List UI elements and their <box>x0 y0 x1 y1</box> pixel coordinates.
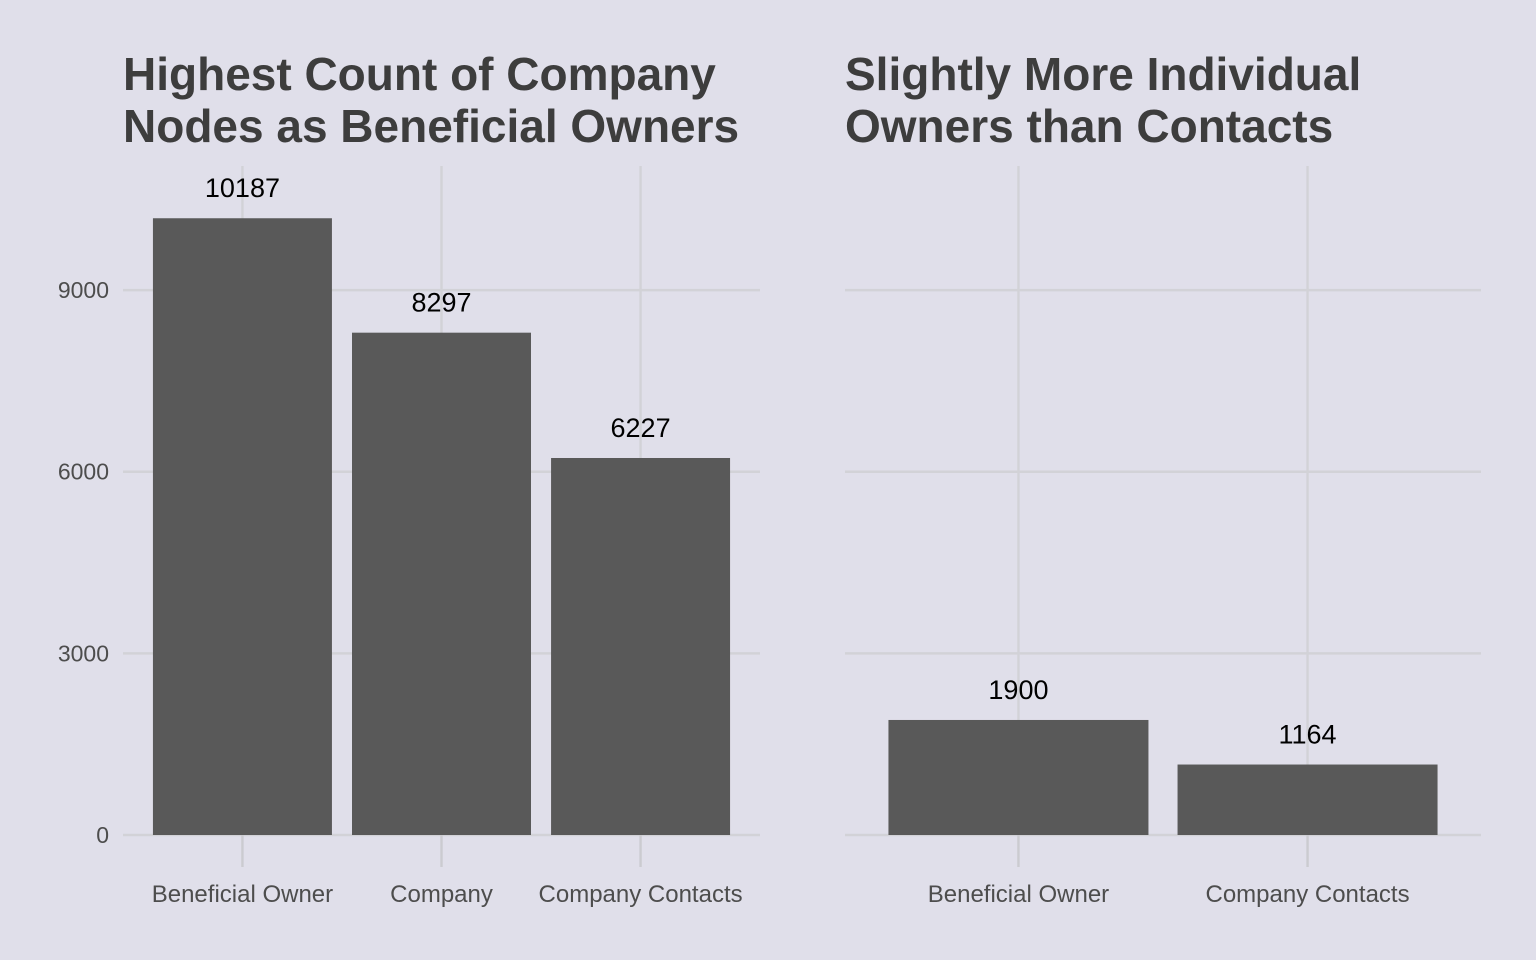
bar-left-1 <box>352 332 531 835</box>
chart-title-right-line-1: Slightly More Individual <box>845 48 1362 100</box>
chart-title-right: Slightly More Individual Owners than Con… <box>845 48 1361 152</box>
left-bar-chart-panel: 0 3000 6000 9000 10187 Beneficial Owner 8297 Co… <box>58 166 760 908</box>
data-label-right-1: 1164 <box>1279 720 1337 750</box>
right-bar-chart-panel: 1900 Beneficial Owner 1164 Company Contacts <box>845 166 1481 908</box>
data-label-left-1: 8297 <box>411 288 471 318</box>
chart-title-right-line-2: Owners than Contacts <box>845 100 1334 152</box>
chart-title-left: Highest Count of Company Nodes as Benefi… <box>123 48 739 152</box>
y-tick-label-left-0: 0 <box>96 822 109 848</box>
y-tick-label-left-9000: 9000 <box>58 277 109 303</box>
x-tick-label-left-1: Company <box>390 881 493 908</box>
data-label-right-0: 1900 <box>988 675 1048 705</box>
x-tick-label-left-2: Company Contacts <box>539 881 743 908</box>
bar-right-1 <box>1177 764 1438 835</box>
data-label-left-0: 10187 <box>205 173 280 203</box>
x-tick-label-right-0: Beneficial Owner <box>928 881 1109 908</box>
y-tick-label-left-3000: 3000 <box>58 640 109 666</box>
data-label-left-2: 6227 <box>611 413 671 443</box>
chart-title-left-line-1: Highest Count of Company <box>123 48 716 100</box>
x-tick-label-left-0: Beneficial Owner <box>152 881 333 908</box>
chart-title-left-line-2: Nodes as Beneficial Owners <box>123 100 740 152</box>
bar-left-2 <box>551 457 731 835</box>
bar-right-0 <box>888 719 1149 835</box>
x-tick-label-right-1: Company Contacts <box>1205 881 1409 908</box>
bar-left-0 <box>152 218 332 835</box>
y-tick-label-left-6000: 6000 <box>58 459 109 485</box>
